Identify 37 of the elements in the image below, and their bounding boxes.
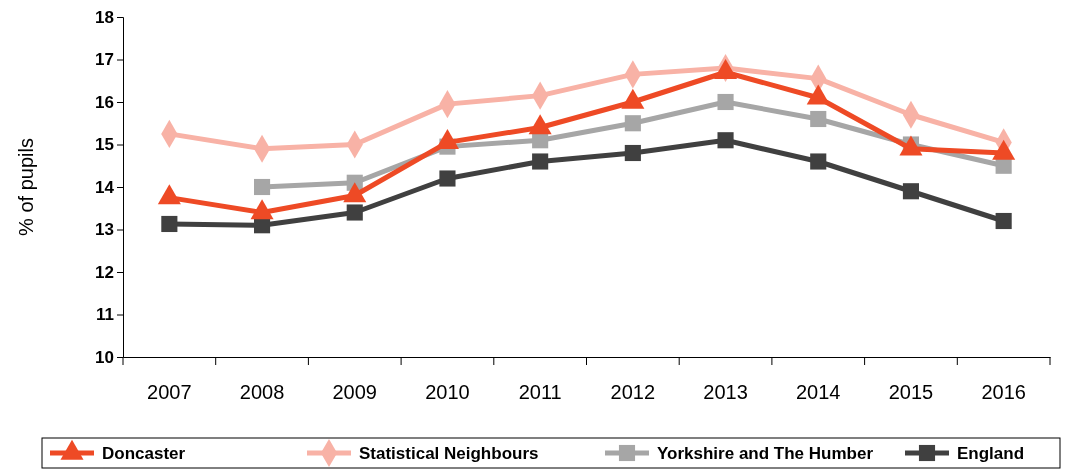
y-tick-label: 14 bbox=[95, 177, 115, 197]
point bbox=[810, 110, 827, 128]
y-axis-title: % of pupils bbox=[15, 138, 37, 236]
y-tick-label: 15 bbox=[95, 135, 114, 155]
point bbox=[624, 144, 641, 162]
x-tick-label: 2012 bbox=[610, 381, 656, 404]
y-tick-label: 16 bbox=[95, 92, 114, 112]
legend-label: Statistical Neighbours bbox=[359, 444, 539, 463]
legend-label: England bbox=[957, 444, 1025, 463]
point bbox=[532, 153, 549, 170]
y-tick-label: 10 bbox=[95, 347, 114, 367]
y-tick-label: 12 bbox=[95, 262, 114, 282]
x-tick-label: 2013 bbox=[703, 381, 748, 404]
x-tick-label: 2015 bbox=[888, 381, 934, 404]
x-tick-label: 2007 bbox=[147, 381, 192, 404]
legend-label: Yorkshire and The Humber bbox=[657, 444, 874, 463]
y-tick-label: 18 bbox=[95, 7, 114, 27]
point bbox=[995, 212, 1012, 230]
x-tick-label: 2008 bbox=[239, 381, 285, 404]
point bbox=[902, 183, 920, 200]
y-tick-label: 13 bbox=[95, 220, 114, 240]
point bbox=[810, 153, 827, 170]
point bbox=[717, 132, 734, 149]
point bbox=[439, 170, 456, 187]
y-tick-label: 11 bbox=[96, 305, 114, 325]
x-tick-label: 2009 bbox=[332, 381, 377, 404]
point bbox=[717, 93, 734, 111]
point bbox=[624, 115, 641, 132]
point bbox=[161, 215, 178, 233]
x-tick-label: 2010 bbox=[425, 381, 470, 404]
y-tick-label: 17 bbox=[95, 50, 114, 70]
x-tick-label: 2016 bbox=[981, 381, 1026, 404]
x-tick-label: 2014 bbox=[796, 381, 841, 404]
point bbox=[253, 178, 271, 196]
x-tick-label: 2011 bbox=[518, 381, 562, 404]
legend-label: Doncaster bbox=[102, 444, 186, 463]
point bbox=[346, 204, 363, 221]
